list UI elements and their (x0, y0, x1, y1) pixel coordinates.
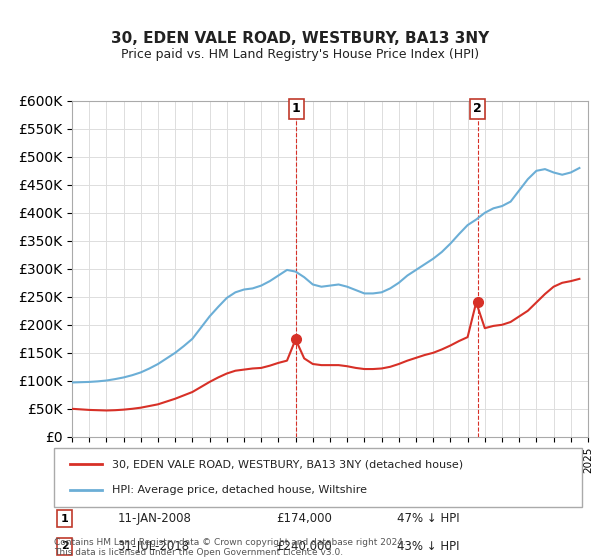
Text: 2: 2 (61, 541, 68, 551)
Text: Price paid vs. HM Land Registry's House Price Index (HPI): Price paid vs. HM Land Registry's House … (121, 48, 479, 60)
Text: £240,000: £240,000 (276, 540, 332, 553)
Text: 30, EDEN VALE ROAD, WESTBURY, BA13 3NY: 30, EDEN VALE ROAD, WESTBURY, BA13 3NY (111, 31, 489, 46)
Text: 47% ↓ HPI: 47% ↓ HPI (397, 512, 460, 525)
Text: 43% ↓ HPI: 43% ↓ HPI (397, 540, 460, 553)
Text: HPI: Average price, detached house, Wiltshire: HPI: Average price, detached house, Wilt… (112, 486, 367, 496)
Text: 1: 1 (61, 514, 68, 524)
Text: Contains HM Land Registry data © Crown copyright and database right 2024.
This d: Contains HM Land Registry data © Crown c… (54, 538, 406, 557)
Text: 2: 2 (473, 102, 482, 115)
Text: £174,000: £174,000 (276, 512, 332, 525)
Text: 11-JAN-2008: 11-JAN-2008 (118, 512, 191, 525)
Text: 30, EDEN VALE ROAD, WESTBURY, BA13 3NY (detached house): 30, EDEN VALE ROAD, WESTBURY, BA13 3NY (… (112, 459, 463, 469)
Text: 31-JUL-2018: 31-JUL-2018 (118, 540, 190, 553)
FancyBboxPatch shape (54, 448, 582, 507)
Text: 1: 1 (292, 102, 301, 115)
